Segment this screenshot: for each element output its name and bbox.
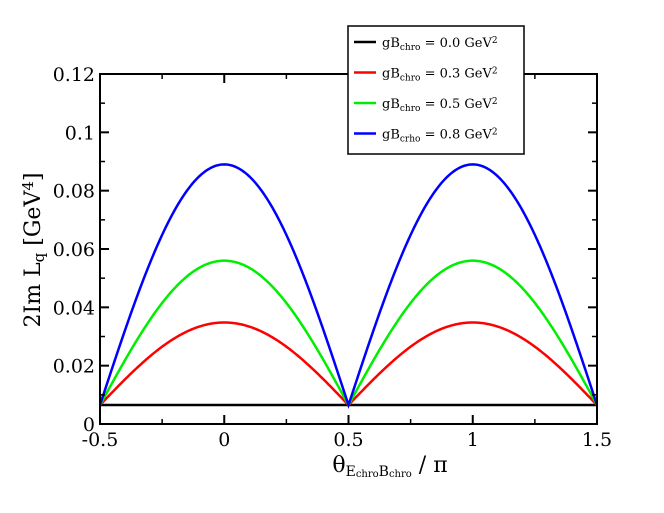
y-tick-label: 0.1 xyxy=(65,122,95,144)
legend-box xyxy=(347,25,525,155)
series-line-3 xyxy=(98,163,599,410)
y-axis-label: 2Im Lq [GeV4] xyxy=(19,173,48,328)
legend: gBchro = 0.0 GeV2 gBchro = 0.3 GeV2 gBchro… xyxy=(347,25,525,155)
series-layer xyxy=(98,163,599,410)
legend-label: gBchro = 0.0 GeV2 xyxy=(382,36,498,53)
y-tick-label: 0.06 xyxy=(53,239,95,261)
ticks-layer: -0.5 0 0.5 1 1.500.020.040.060.080.10.12 xyxy=(53,64,612,451)
x-tick-label: -0.5 xyxy=(82,429,119,451)
x-tick-label: 0.5 xyxy=(333,429,363,451)
x-axis-label: θEchroBchro / π xyxy=(332,453,447,480)
x-tick-label: 1.5 xyxy=(582,429,612,451)
legend-label: gBcrho = 0.8 GeV2 xyxy=(382,127,498,144)
legend-label: gBchro = 0.5 GeV2 xyxy=(382,97,498,114)
y-tick-label: 0.04 xyxy=(53,297,95,319)
y-tick-label: 0.08 xyxy=(53,181,95,203)
y-tick-label: 0.02 xyxy=(53,356,95,378)
y-tick-label: 0.12 xyxy=(53,64,95,86)
x-tick-label: 0 xyxy=(218,429,230,451)
y-tick-label: 0 xyxy=(83,414,95,436)
legend-label: gBchro = 0.3 GeV2 xyxy=(382,66,498,83)
x-tick-label: 1 xyxy=(467,429,479,451)
